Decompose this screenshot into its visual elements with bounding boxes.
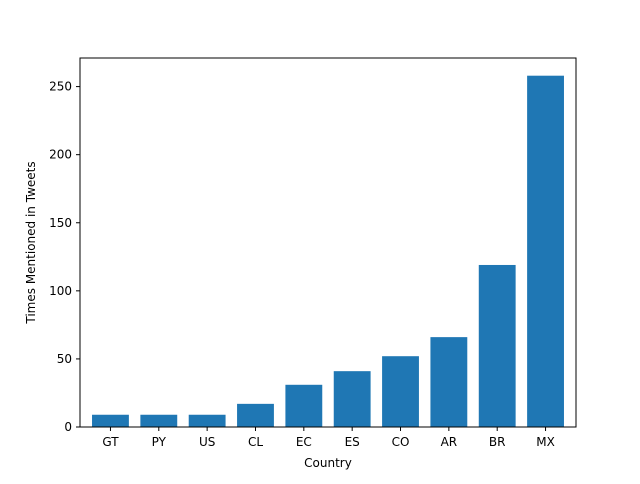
axes-layer [79,57,577,428]
bar-ec [285,384,323,427]
x-tick-label-us: US [199,435,215,449]
x-tick-label-co: CO [392,435,410,449]
x-tick-label-ar: AR [441,435,458,449]
bars-layer [92,75,564,427]
plot-frame [79,57,577,428]
y-tick-label-50: 50 [57,352,72,366]
x-tick-label-py: PY [152,435,167,449]
y-tick-label-250: 250 [49,80,72,94]
bar-ar [430,337,468,427]
bar-mx [527,75,564,427]
y-axis-title: Times Mentioned in Tweets [24,161,38,324]
bar-us [188,414,226,427]
bar-es [333,371,371,427]
y-tick-label-100: 100 [49,284,72,298]
x-tick-label-br: BR [489,435,506,449]
x-tick-label-cl: CL [248,435,263,449]
x-tick-label-gt: GT [102,435,119,449]
ticks-layer: GT PY US CL EC ES CO AR BR MX 0 50 100 150 200 250 [49,80,555,449]
y-tick-label-200: 200 [49,148,72,162]
bar-br [478,264,516,427]
y-tick-label-150: 150 [49,216,72,230]
bar-cl [237,403,274,427]
x-tick-label-es: ES [345,435,360,449]
x-tick-label-mx: MX [536,435,555,449]
bar-py [140,414,178,427]
bar-co [382,356,419,427]
bar-gt [92,414,129,427]
x-tick-label-ec: EC [296,435,312,449]
y-tick-label-0: 0 [64,420,72,434]
x-axis-title: Country [304,456,352,470]
